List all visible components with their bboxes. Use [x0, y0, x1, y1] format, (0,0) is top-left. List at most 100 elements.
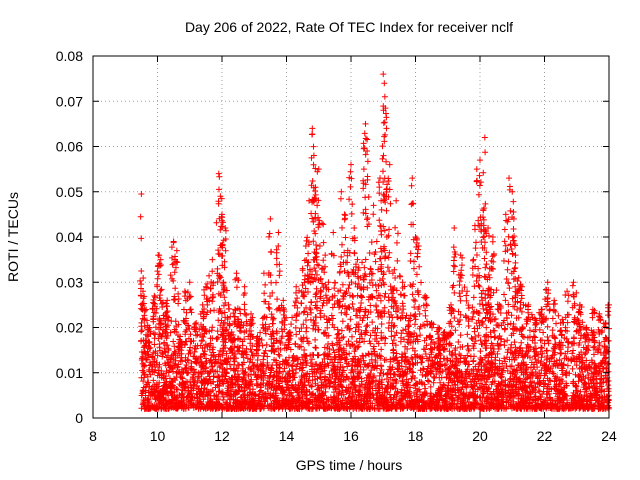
- data-point: [418, 359, 425, 366]
- data-point: [305, 250, 312, 257]
- data-point: [210, 373, 217, 380]
- data-point: [138, 191, 145, 198]
- data-point: [418, 279, 425, 286]
- data-point: [237, 328, 244, 335]
- data-point: [377, 369, 384, 376]
- data-point: [199, 337, 206, 344]
- data-point: [299, 265, 306, 272]
- data-point: [381, 357, 388, 364]
- data-point: [338, 241, 345, 248]
- data-point: [337, 195, 344, 202]
- data-point: [368, 293, 375, 300]
- data-point: [492, 315, 499, 322]
- data-point: [301, 347, 308, 354]
- data-point: [455, 339, 462, 346]
- data-point: [181, 288, 188, 295]
- data-point: [187, 344, 194, 351]
- data-point: [138, 235, 145, 242]
- data-point: [261, 290, 268, 297]
- data-point: [186, 279, 193, 286]
- data-point: [339, 387, 346, 394]
- data-point: [544, 333, 551, 340]
- data-point: [139, 327, 146, 334]
- data-point: [534, 364, 541, 371]
- data-point: [312, 345, 319, 352]
- data-point: [262, 281, 269, 288]
- data-point: [320, 221, 327, 228]
- data-point: [408, 375, 415, 382]
- data-point: [331, 285, 338, 292]
- data-point: [309, 177, 316, 184]
- data-point: [186, 347, 193, 354]
- data-point: [320, 257, 327, 264]
- data-point: [241, 306, 248, 313]
- data-point: [264, 353, 271, 360]
- data-point: [315, 326, 322, 333]
- data-point: [343, 311, 350, 318]
- data-point: [311, 265, 318, 272]
- data-point: [170, 238, 177, 245]
- data-point: [175, 290, 182, 297]
- data-point: [315, 385, 322, 392]
- data-point: [150, 296, 157, 303]
- data-point: [315, 166, 322, 173]
- data-point: [397, 273, 404, 280]
- data-point: [150, 329, 157, 336]
- data-point: [477, 179, 484, 186]
- data-point: [312, 191, 319, 198]
- data-point: [341, 211, 348, 218]
- data-point: [432, 364, 439, 371]
- data-point: [322, 252, 329, 259]
- data-point: [269, 314, 276, 321]
- data-point: [267, 249, 274, 256]
- data-point: [227, 365, 234, 372]
- data-point: [216, 173, 223, 180]
- data-point: [342, 212, 349, 219]
- data-point: [493, 287, 500, 294]
- data-point: [394, 257, 401, 264]
- data-point: [384, 370, 391, 377]
- data-point: [233, 284, 240, 291]
- data-point: [231, 313, 238, 320]
- data-point: [277, 338, 284, 345]
- data-point: [189, 374, 196, 381]
- data-point: [293, 283, 300, 290]
- data-point: [471, 283, 478, 290]
- data-point: [310, 143, 317, 150]
- data-point: [300, 293, 307, 300]
- data-point: [276, 268, 283, 275]
- data-point: [155, 271, 162, 278]
- data-point: [569, 365, 576, 372]
- data-point: [266, 233, 272, 240]
- data-point: [339, 318, 346, 325]
- data-point: [597, 376, 604, 383]
- data-point: [268, 279, 275, 286]
- data-point: [473, 239, 480, 246]
- data-points: [137, 71, 612, 412]
- data-point: [316, 242, 323, 249]
- data-point: [526, 327, 533, 334]
- data-point: [206, 272, 213, 279]
- chart-title: Day 206 of 2022, Rate Of TEC Index for r…: [185, 19, 513, 35]
- data-point: [342, 234, 349, 241]
- data-point: [316, 217, 323, 224]
- data-point: [261, 314, 268, 321]
- data-point: [175, 300, 182, 307]
- data-point: [172, 318, 179, 325]
- data-point: [315, 214, 322, 221]
- data-point: [346, 390, 353, 397]
- data-point: [450, 268, 457, 275]
- data-point: [312, 267, 319, 274]
- data-point: [312, 210, 319, 217]
- data-point: [170, 338, 177, 345]
- data-point: [320, 239, 327, 246]
- data-point: [314, 202, 321, 209]
- data-point: [479, 318, 486, 325]
- data-point: [289, 367, 296, 374]
- data-point: [309, 131, 316, 138]
- data-point: [468, 335, 475, 342]
- data-point: [196, 374, 203, 381]
- data-point: [171, 269, 178, 276]
- data-point: [473, 178, 480, 185]
